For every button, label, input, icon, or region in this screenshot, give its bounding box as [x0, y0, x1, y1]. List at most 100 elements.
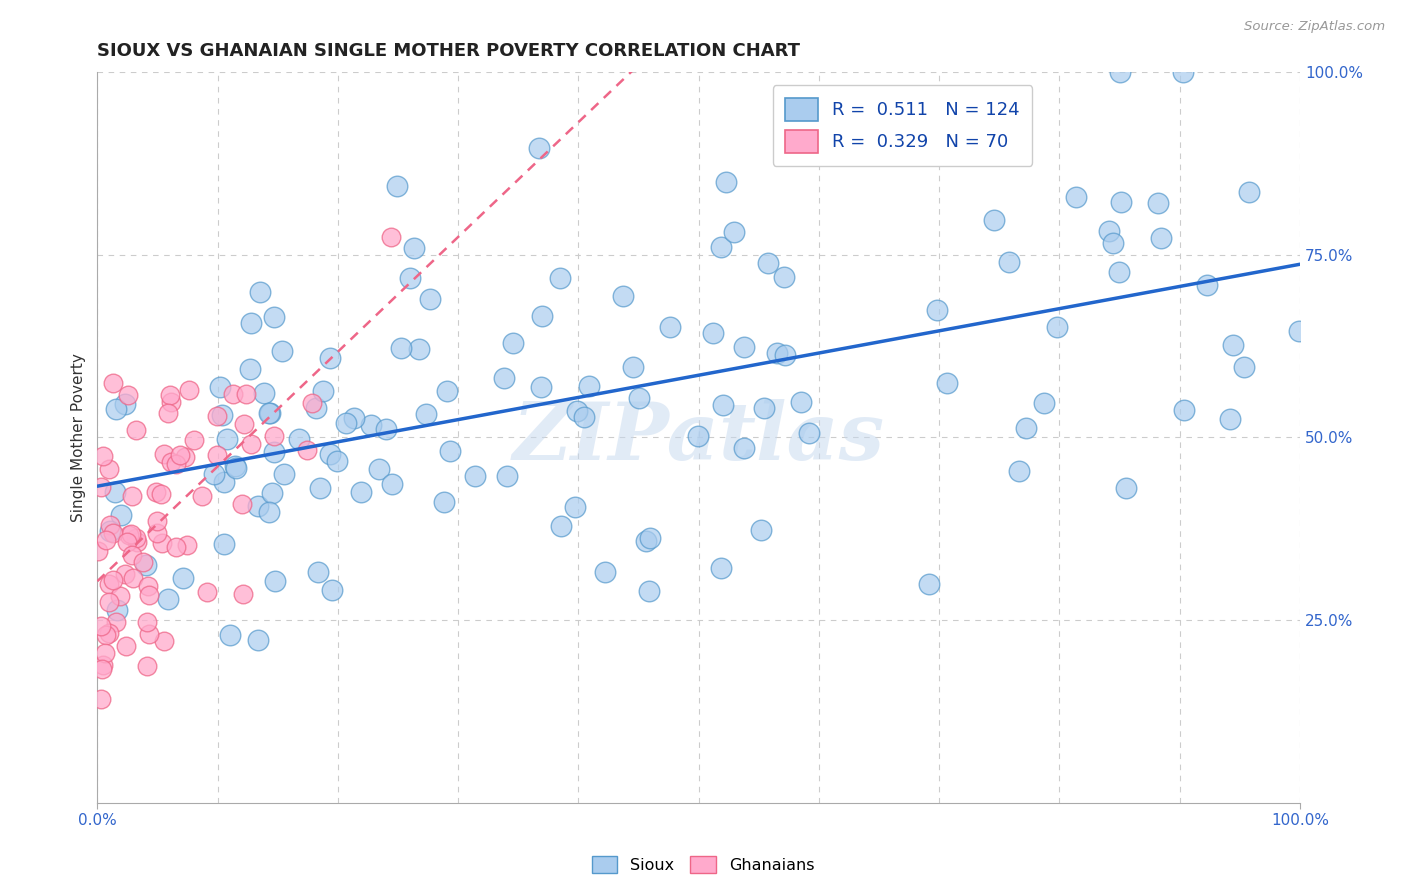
Point	[270, 343, 292, 358]
Point	[1195, 277, 1218, 292]
Point	[207, 409, 229, 424]
Point	[318, 351, 340, 365]
Point	[117, 387, 139, 401]
Point	[156, 592, 179, 607]
Point	[531, 309, 554, 323]
Point	[595, 565, 617, 579]
Point	[754, 401, 776, 416]
Point	[628, 391, 651, 405]
Point	[105, 603, 128, 617]
Point	[529, 141, 551, 155]
Point	[98, 524, 121, 539]
Point	[548, 271, 571, 285]
Point	[90, 692, 112, 706]
Point	[132, 555, 155, 569]
Point	[260, 486, 283, 500]
Point	[208, 379, 231, 393]
Point	[98, 626, 121, 640]
Point	[751, 523, 773, 537]
Point	[150, 536, 173, 550]
Point	[252, 385, 274, 400]
Point	[773, 348, 796, 362]
Point	[115, 639, 138, 653]
Point	[638, 531, 661, 545]
Point	[1233, 360, 1256, 375]
Point	[165, 540, 187, 554]
Point	[124, 531, 146, 545]
Point	[305, 401, 328, 416]
Point	[246, 499, 269, 513]
Point	[702, 326, 724, 340]
Point	[169, 448, 191, 462]
Point	[492, 371, 515, 385]
Point	[121, 548, 143, 562]
Point	[98, 462, 121, 476]
Point	[114, 567, 136, 582]
Point	[247, 633, 270, 648]
Point	[866, 105, 889, 120]
Point	[91, 449, 114, 463]
Point	[101, 526, 124, 541]
Point	[1222, 338, 1244, 352]
Point	[408, 343, 430, 357]
Point	[1108, 265, 1130, 279]
Point	[1046, 320, 1069, 334]
Point	[439, 444, 461, 458]
Point	[98, 595, 121, 609]
Point	[1173, 403, 1195, 417]
Point	[756, 255, 779, 269]
Point	[135, 659, 157, 673]
Point	[688, 429, 710, 443]
Point	[309, 481, 332, 495]
Point	[765, 346, 787, 360]
Point	[360, 418, 382, 433]
Point	[530, 380, 553, 394]
Point	[94, 628, 117, 642]
Point	[495, 469, 517, 483]
Point	[263, 429, 285, 443]
Point	[1064, 190, 1087, 204]
Point	[436, 384, 458, 398]
Point	[120, 526, 142, 541]
Legend: Sioux, Ghanaians: Sioux, Ghanaians	[585, 849, 821, 880]
Point	[287, 432, 309, 446]
Point	[153, 633, 176, 648]
Point	[263, 444, 285, 458]
Point	[1097, 224, 1119, 238]
Point	[621, 359, 644, 374]
Point	[638, 584, 661, 599]
Point	[263, 574, 285, 589]
Point	[319, 447, 342, 461]
Point	[146, 514, 169, 528]
Point	[502, 336, 524, 351]
Point	[1101, 235, 1123, 250]
Point	[101, 376, 124, 390]
Point	[239, 317, 262, 331]
Point	[150, 487, 173, 501]
Point	[1147, 196, 1170, 211]
Point	[1015, 421, 1038, 435]
Point	[205, 448, 228, 462]
Point	[176, 538, 198, 552]
Text: ZIPatlas: ZIPatlas	[513, 399, 884, 476]
Point	[136, 580, 159, 594]
Point	[98, 517, 121, 532]
Point	[90, 661, 112, 675]
Point	[125, 423, 148, 437]
Point	[231, 497, 253, 511]
Point	[998, 255, 1021, 269]
Point	[225, 461, 247, 475]
Point	[399, 271, 422, 285]
Point	[191, 489, 214, 503]
Point	[389, 342, 412, 356]
Point	[160, 455, 183, 469]
Point	[217, 433, 239, 447]
Point	[572, 410, 595, 425]
Point	[1219, 412, 1241, 426]
Point	[464, 469, 486, 483]
Legend: R =  0.511   N = 124, R =  0.329   N = 70: R = 0.511 N = 124, R = 0.329 N = 70	[772, 85, 1032, 166]
Point	[273, 467, 295, 481]
Point	[350, 485, 373, 500]
Point	[212, 475, 235, 490]
Point	[160, 395, 183, 409]
